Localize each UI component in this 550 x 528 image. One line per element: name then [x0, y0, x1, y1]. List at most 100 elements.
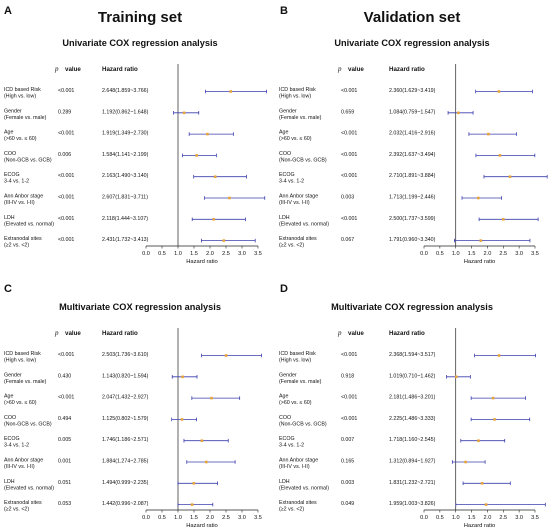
- p-value: <0.001: [341, 216, 357, 222]
- variable-name: ICD based Risk: [4, 351, 41, 357]
- hazard-ratio-header: Hazard ratio: [102, 66, 138, 73]
- hazard-ratio-ci: 2.710(1.891~3.884): [389, 173, 436, 179]
- x-tick-label: 2.5: [499, 251, 507, 257]
- training-set-title: Training set: [98, 9, 182, 26]
- hazard-ratio-ci: 1.084(0.759~1.547): [389, 109, 436, 115]
- p-value: <0.001: [58, 131, 74, 137]
- x-tick-label: 3.0: [238, 515, 246, 521]
- panel-title: Univariate COX regression analysis: [334, 38, 489, 48]
- hazard-ratio-ci: 1.442(0.996~2.087): [102, 501, 149, 507]
- hazard-ratio-point: [180, 418, 184, 421]
- hazard-ratio-point: [497, 354, 501, 357]
- p-value: <0.001: [58, 216, 74, 222]
- hazard-ratio-ci: 1.746(1.186~2.571): [102, 437, 149, 443]
- hazard-ratio-ci: 1.959(1.003~3.826): [389, 501, 436, 507]
- x-tick-label: 0.0: [420, 515, 428, 521]
- p-value: 0.165: [341, 459, 354, 465]
- p-value-header: value: [65, 330, 81, 337]
- x-tick-label: 2.0: [484, 515, 492, 521]
- p-value: 0.430: [58, 373, 71, 379]
- hazard-ratio-point: [477, 196, 480, 200]
- hazard-ratio-point: [508, 175, 512, 178]
- p-value: 0.049: [341, 501, 354, 507]
- p-value: 0.003: [341, 195, 354, 201]
- variable-name: ECOG: [279, 436, 295, 442]
- hazard-ratio-ci: 1.494(0.999~2.235): [102, 480, 149, 486]
- x-tick-label: 1.0: [452, 251, 460, 257]
- x-tick-label: 3.0: [515, 515, 523, 521]
- p-value: <0.001: [58, 237, 74, 243]
- p-value-header: value: [348, 66, 364, 73]
- x-tick-label: 1.0: [174, 515, 182, 521]
- p-value: 0.659: [341, 109, 354, 115]
- variable-comparison: (High vs. low): [4, 94, 36, 100]
- variable-comparison: (High vs. low): [279, 358, 311, 364]
- variable-name: Gender: [4, 108, 22, 114]
- p-value: 0.051: [58, 480, 71, 486]
- hazard-ratio-point: [224, 354, 228, 357]
- hazard-ratio-point: [222, 239, 226, 242]
- x-axis-title: Hazard ratio: [464, 259, 496, 265]
- hazard-ratio-point: [498, 154, 502, 157]
- x-tick-label: 3.0: [515, 251, 523, 257]
- p-value: 0.003: [341, 480, 354, 486]
- p-value: <0.001: [341, 173, 357, 179]
- variable-name: LDH: [4, 479, 15, 485]
- hazard-ratio-point: [457, 111, 460, 115]
- variable-comparison: (Elevated vs. normal): [279, 221, 329, 227]
- x-tick-label: 2.0: [484, 251, 492, 257]
- x-tick-label: 2.0: [206, 515, 214, 521]
- variable-comparison: (≥2 vs. <2): [4, 243, 29, 249]
- p-value: <0.001: [341, 395, 357, 401]
- p-value: <0.001: [58, 173, 74, 179]
- variable-name: Gender: [4, 372, 22, 378]
- hazard-ratio-ci: 1.125(0.802~1.579): [102, 416, 149, 422]
- hazard-ratio-ci: 1.713(1.199~2.446): [389, 195, 436, 201]
- panel-letter-A: A: [4, 5, 12, 17]
- variable-name: Extranodal sites: [279, 500, 317, 506]
- x-tick-label: 2.5: [499, 515, 507, 521]
- hazard-ratio-point: [477, 439, 480, 442]
- variable-name: LDH: [279, 479, 290, 485]
- variable-comparison: (Non-GCB vs. GCB): [279, 157, 327, 163]
- hazard-ratio-point: [484, 503, 488, 506]
- variable-name: LDH: [279, 215, 290, 221]
- variable-name: Age: [279, 394, 288, 400]
- x-tick-label: 1.5: [468, 515, 476, 521]
- p-value: 0.007: [341, 437, 354, 443]
- hazard-ratio-ci: 2.360(1.629~3.419): [389, 88, 436, 94]
- hazard-ratio-ci: 2.648(1.859~3.766): [102, 88, 149, 94]
- hazard-ratio-ci: 2.368(1.594~3.517): [389, 352, 436, 358]
- hazard-ratio-ci: 1.019(0.710~1.462): [389, 373, 436, 379]
- validation-set-title: Validation set: [364, 9, 461, 26]
- hazard-ratio-point: [212, 218, 216, 221]
- p-symbol: p: [337, 329, 342, 337]
- p-value: <0.001: [341, 352, 357, 358]
- hazard-ratio-point: [229, 90, 233, 93]
- hazard-ratio-header: Hazard ratio: [389, 330, 425, 337]
- variable-comparison: (Female vs. male): [279, 379, 322, 385]
- hazard-ratio-point: [190, 503, 194, 506]
- variable-comparison: (Elevated vs. normal): [279, 485, 329, 491]
- variable-name: Gender: [279, 108, 297, 114]
- variable-comparison: (≥2 vs. <2): [279, 507, 304, 513]
- variable-comparison: (>60 vs. ≤ 60): [4, 400, 37, 406]
- hazard-ratio-ci: 2.503(1.736~3.610): [102, 352, 149, 358]
- hazard-ratio-ci: 2.163(1.490~3.140): [102, 173, 149, 179]
- hazard-ratio-ci: 1.884(1.274~2.785): [102, 459, 149, 465]
- hazard-ratio-ci: 2.181(1.486~3.201): [389, 395, 436, 401]
- variable-name: Age: [4, 130, 13, 136]
- x-axis-title: Hazard ratio: [186, 523, 218, 528]
- hazard-ratio-point: [491, 396, 495, 400]
- variable-comparison: (High vs. low): [4, 358, 36, 364]
- p-value: <0.001: [341, 152, 357, 158]
- x-tick-label: 3.0: [238, 251, 246, 257]
- x-tick-label: 0.5: [436, 251, 444, 257]
- p-value: 0.918: [341, 373, 354, 379]
- hazard-ratio-point: [479, 239, 483, 242]
- p-value: <0.001: [58, 195, 74, 201]
- panel-letter-B: B: [280, 5, 288, 17]
- variable-comparison: 3-4 vs. 1-2: [279, 443, 304, 449]
- variable-comparison: (Female vs. male): [4, 379, 47, 385]
- x-tick-label: 3.5: [531, 251, 539, 257]
